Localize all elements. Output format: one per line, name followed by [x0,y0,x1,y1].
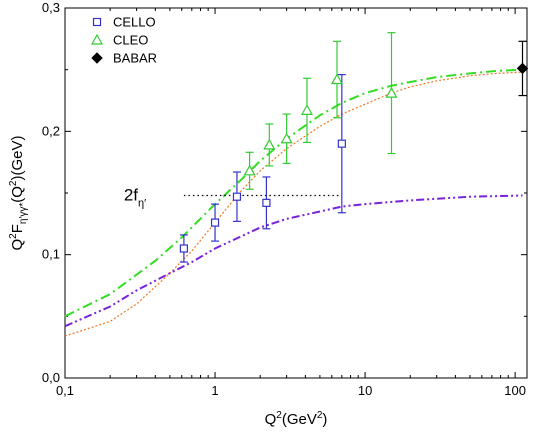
x-tick-label: 100 [504,383,526,398]
curve-dotted [64,71,523,337]
point-cleo [263,138,276,150]
point-cello [262,198,271,207]
legend-marker-cleo [90,33,104,45]
curve-dash-dot-dot [64,194,523,328]
legend-label-cello: CELLO [113,15,156,30]
point-cello [337,139,346,148]
y-axis-title: Q2Fη′γγ*(Q2)(GeV) [8,136,29,251]
curve-dash-dot [64,68,523,318]
legend-label-cleo: CLEO [113,33,148,48]
legend-marker-cello [92,17,102,27]
point-cello [210,218,220,227]
point-cleo [280,132,293,144]
y-tick-label: 0,0 [42,370,60,385]
y-tick-label: 0,2 [42,123,60,138]
x-tick-label: 0,1 [56,383,74,398]
legend-marker-babar [91,52,103,64]
x-axis-title: Q2(GeV2) [265,410,328,428]
point-cleo [330,73,344,85]
model-curves [64,68,523,337]
x-tick-label: 1 [211,383,218,398]
annotation-label: 2fη′ [124,185,146,209]
legend: CELLO CLEO BABAR [90,15,157,66]
data-points [179,32,529,263]
point-cleo [300,104,314,115]
point-cello [179,244,188,253]
x-tick-label: 10 [358,383,372,398]
y-tick-label: 0,1 [42,247,60,262]
point-cleo [243,164,256,176]
annotation: 2fη′ [124,185,146,209]
point-babar [516,62,529,75]
point-cello [232,192,242,201]
legend-label-babar: BABAR [113,51,157,66]
point-cleo [385,86,398,98]
y-tick-label: 0,3 [42,0,60,15]
